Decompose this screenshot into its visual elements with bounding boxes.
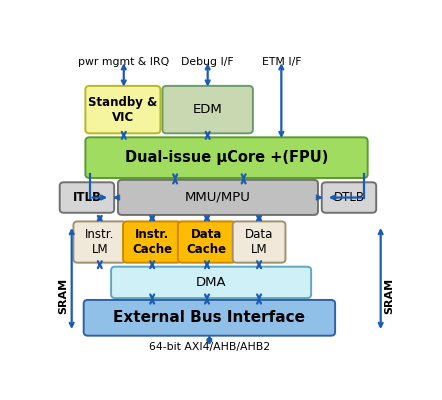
- FancyBboxPatch shape: [322, 182, 376, 213]
- FancyBboxPatch shape: [111, 267, 311, 298]
- FancyBboxPatch shape: [123, 222, 181, 263]
- Text: External Bus Interface: External Bus Interface: [114, 310, 305, 325]
- Text: MMU/MPU: MMU/MPU: [185, 191, 251, 204]
- FancyBboxPatch shape: [232, 222, 286, 263]
- Text: Instr.
LM: Instr. LM: [85, 228, 114, 256]
- Text: DMA: DMA: [196, 276, 226, 289]
- Text: SRAM: SRAM: [384, 278, 394, 314]
- Text: ETM I/F: ETM I/F: [262, 57, 301, 67]
- Text: ITLB: ITLB: [72, 191, 101, 204]
- Text: 64-bit AXI4/AHB/AHB2: 64-bit AXI4/AHB/AHB2: [149, 342, 270, 352]
- Text: Dual-issue μCore +(FPU): Dual-issue μCore +(FPU): [125, 150, 328, 165]
- FancyBboxPatch shape: [118, 180, 318, 215]
- Text: Data
LM: Data LM: [245, 228, 273, 256]
- FancyBboxPatch shape: [60, 182, 114, 213]
- FancyBboxPatch shape: [178, 222, 236, 263]
- FancyBboxPatch shape: [84, 300, 335, 336]
- FancyBboxPatch shape: [73, 222, 126, 263]
- Text: Data
Cache: Data Cache: [187, 228, 227, 256]
- Text: Instr.
Cache: Instr. Cache: [132, 228, 172, 256]
- FancyBboxPatch shape: [163, 86, 253, 133]
- Text: pwr mgmt & IRQ: pwr mgmt & IRQ: [78, 57, 169, 67]
- Text: SRAM: SRAM: [58, 278, 68, 314]
- Text: Debug I/F: Debug I/F: [181, 57, 234, 67]
- Text: Standby &
VIC: Standby & VIC: [88, 96, 157, 124]
- FancyBboxPatch shape: [85, 86, 160, 133]
- Text: EDM: EDM: [193, 103, 223, 116]
- FancyBboxPatch shape: [85, 137, 368, 178]
- Text: DTLB: DTLB: [333, 191, 365, 204]
